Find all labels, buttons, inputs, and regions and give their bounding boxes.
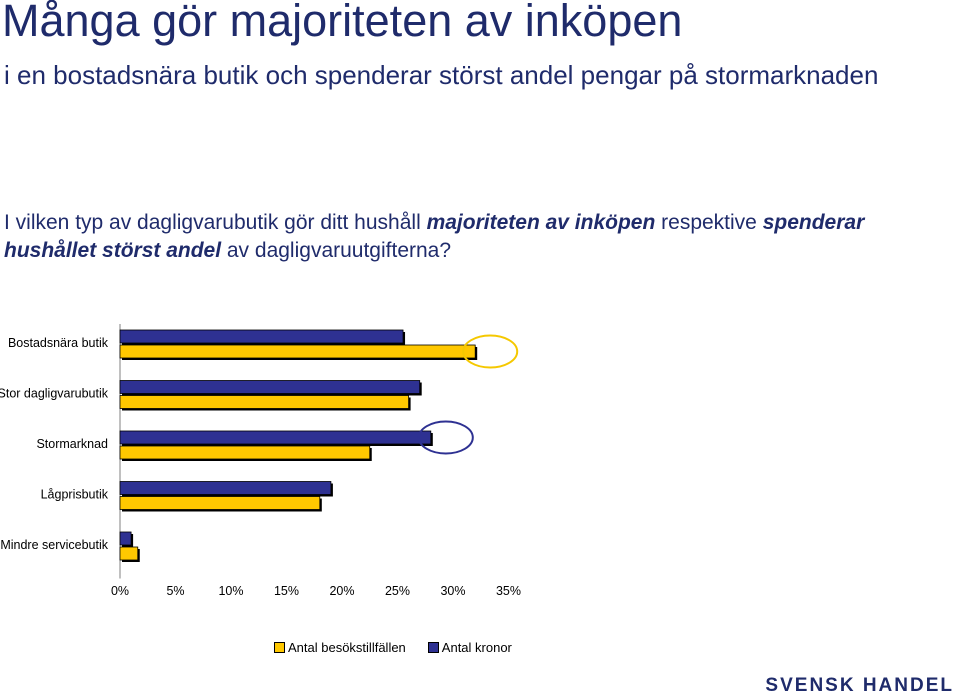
x-tick-label: 20% — [329, 584, 354, 598]
bar-kronor — [119, 380, 421, 394]
bar-kronor — [119, 481, 332, 495]
bar-kronor — [119, 430, 432, 445]
x-tick-label: 0% — [111, 584, 129, 598]
chart-legend: Antal besökstillfällen Antal kronor — [274, 640, 512, 655]
x-tick-label: 15% — [274, 584, 299, 598]
category-label: Bostadsnära butik — [8, 336, 109, 350]
legend-label-kronor: Antal kronor — [441, 640, 512, 655]
category-label: Mindre servicebutik — [0, 538, 108, 552]
x-tick-label: 30% — [440, 584, 465, 598]
legend-item-kronor: Antal kronor — [427, 640, 512, 655]
x-tick-label: 10% — [218, 584, 243, 598]
question-text-1: I vilken typ av dagligvarubutik gör ditt… — [4, 211, 427, 234]
bar-kronor — [119, 329, 404, 344]
category-label: Lågprisbutik — [41, 488, 109, 502]
highlight-circle — [417, 420, 474, 455]
question-text-2: respektive — [655, 211, 763, 234]
category-label: Stor dagligvarubutik — [0, 387, 109, 401]
question-emphasis-1: majoriteten av inköpen — [426, 211, 656, 234]
highlight-circle — [462, 334, 519, 369]
bar-visits — [119, 445, 371, 460]
legend-label-visits: Antal besökstillfällen — [288, 640, 406, 655]
x-tick-label: 5% — [166, 584, 184, 598]
x-tick-label: 25% — [385, 584, 410, 598]
legend-swatch-kronor — [427, 642, 439, 653]
svensk-handel-logo: SVENSK HANDEL — [765, 675, 954, 696]
page-subtitle: i en bostadsnära butik och spenderar stö… — [4, 60, 879, 90]
question-emphasis-2: spenderar hushållet störst andel — [4, 211, 865, 262]
bar-visits — [119, 344, 476, 359]
survey-question: I vilken typ av dagligvarubutik gör ditt… — [4, 209, 954, 265]
legend-item-visits: Antal besökstillfällen — [274, 640, 406, 655]
category-label: Stormarknad — [36, 437, 108, 451]
page-title: Många gör majoriteten av inköpen — [2, 0, 683, 46]
legend-swatch-visits — [274, 642, 285, 653]
bar-visits — [119, 496, 321, 510]
x-tick-label: 35% — [496, 584, 521, 598]
bar-visits — [119, 546, 139, 561]
bar-visits — [119, 395, 410, 409]
question-text-3: av dagligvaruutgifterna? — [221, 239, 452, 262]
bar-kronor — [119, 531, 132, 546]
